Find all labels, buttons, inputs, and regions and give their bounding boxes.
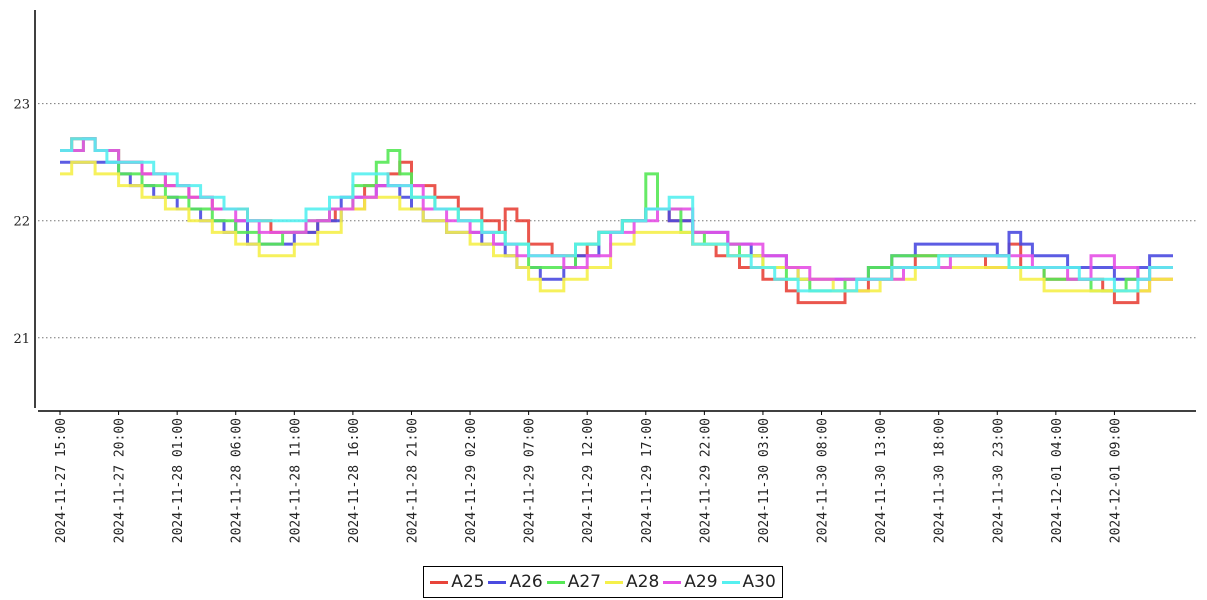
legend-swatch: [605, 580, 623, 584]
x-tick-label: 2024-11-30 03:00: [757, 418, 772, 543]
x-tick-label: 2024-11-27 15:00: [54, 418, 69, 543]
legend-label: A27: [567, 572, 601, 592]
y-tick-label: 21: [13, 332, 30, 347]
x-tick-label: 2024-11-27 20:00: [113, 418, 128, 543]
y-tick-label: 23: [13, 98, 30, 113]
x-tick-label: 2024-11-29 07:00: [523, 418, 538, 543]
legend-item-a26: A26: [488, 572, 543, 592]
x-tick-label: 2024-12-01 04:00: [1050, 418, 1065, 543]
x-tick-label: 2024-11-28 21:00: [405, 418, 420, 543]
x-tick-label: 2024-11-30 23:00: [991, 418, 1006, 543]
legend-item-a30: A30: [721, 572, 776, 592]
x-tick-label: 2024-11-28 11:00: [288, 418, 303, 543]
legend-swatch: [430, 580, 449, 584]
legend-label: A26: [509, 572, 543, 592]
legend-item-a28: A28: [605, 572, 659, 592]
x-tick-label: 2024-12-01 09:00: [1108, 418, 1123, 543]
legend-swatch: [546, 580, 565, 584]
x-tick-label: 2024-11-30 13:00: [874, 418, 889, 543]
series-line-a28: [60, 160, 1173, 293]
x-axis-ticks: 2024-11-27 15:00 2024-11-27 20:00 2024-11-…: [54, 411, 1123, 543]
y-axis-ticks: 21 22 23: [13, 98, 30, 347]
legend: A25 A26 A27 A28 A29 A30: [423, 566, 783, 598]
legend-swatch: [721, 580, 740, 584]
legend-label: A30: [742, 572, 776, 592]
legend-item-a27: A27: [546, 572, 601, 592]
x-tick-label: 2024-11-29 17:00: [640, 418, 655, 543]
x-tick-label: 2024-11-28 16:00: [347, 418, 362, 543]
legend-label: A25: [451, 572, 485, 592]
y-tick-label: 22: [13, 215, 30, 230]
x-tick-label: 2024-11-29 12:00: [581, 418, 596, 543]
x-tick-label: 2024-11-29 22:00: [698, 418, 713, 543]
x-tick-label: 2024-11-29 02:00: [464, 418, 479, 543]
legend-swatch: [663, 580, 682, 584]
x-tick-label: 2024-11-28 01:00: [171, 418, 186, 543]
series-lines: [60, 137, 1173, 305]
x-tick-label: 2024-11-30 08:00: [816, 418, 831, 543]
legend-label: A28: [626, 572, 660, 592]
x-tick-label: 2024-11-30 18:00: [933, 418, 948, 543]
x-tick-label: 2024-11-28 06:00: [230, 418, 245, 543]
legend-label: A29: [684, 572, 718, 592]
legend-item-a29: A29: [663, 572, 718, 592]
legend-item-a25: A25: [430, 572, 484, 592]
series-line-a30: [60, 137, 1173, 293]
legend-swatch: [488, 580, 507, 584]
